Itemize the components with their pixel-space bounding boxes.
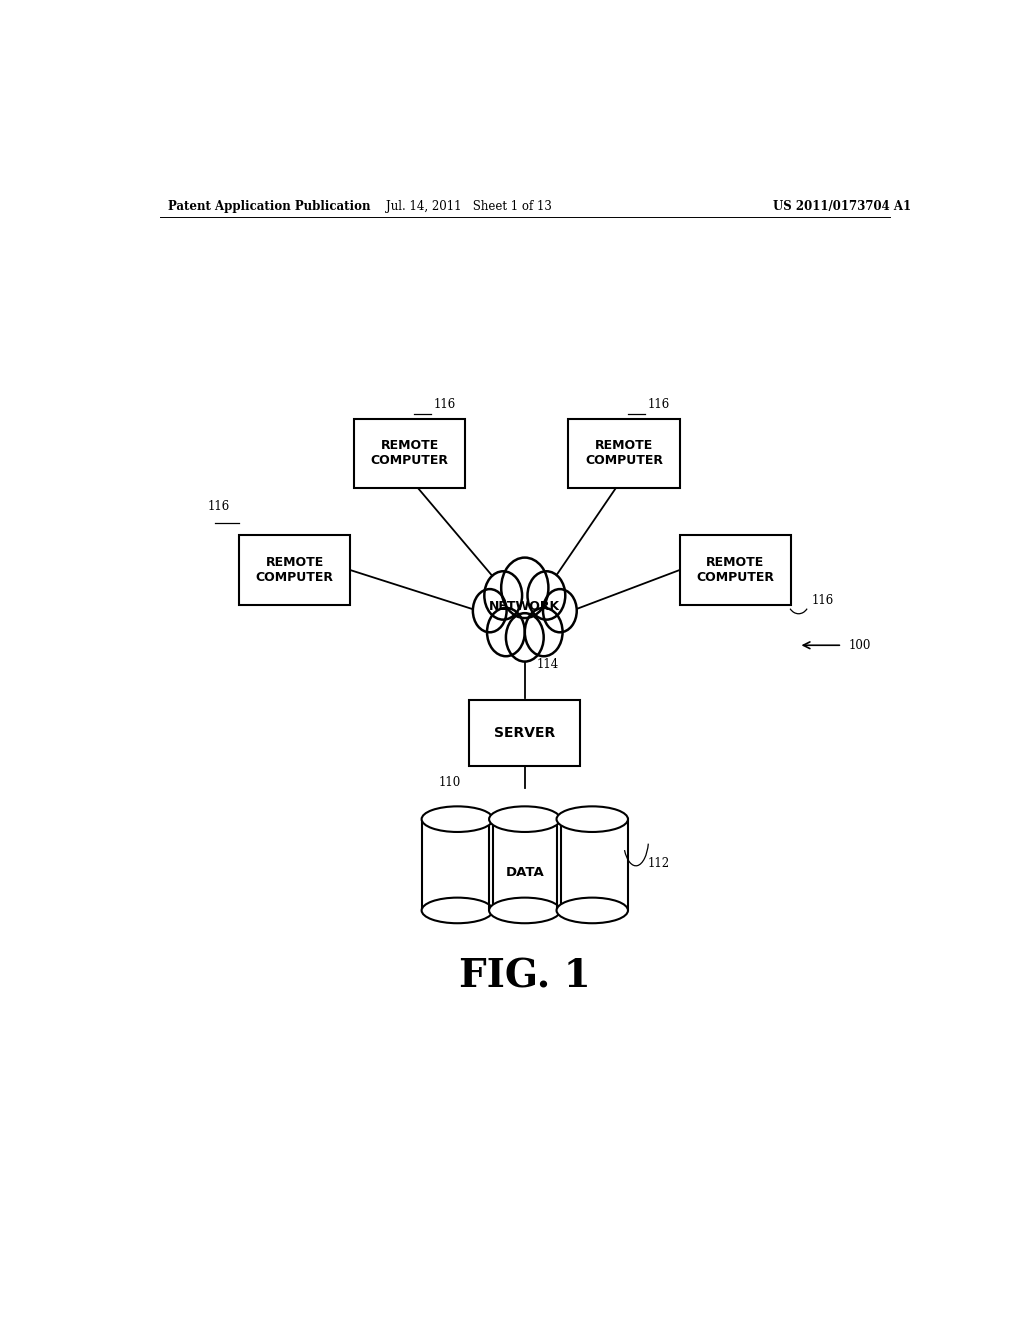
Circle shape [543, 589, 577, 632]
Text: 112: 112 [648, 857, 670, 870]
Text: REMOTE
COMPUTER: REMOTE COMPUTER [696, 556, 774, 583]
Text: REMOTE
COMPUTER: REMOTE COMPUTER [256, 556, 334, 583]
Bar [556, 820, 628, 911]
Circle shape [501, 557, 549, 618]
Text: 114: 114 [537, 657, 559, 671]
Text: 116: 116 [812, 594, 835, 607]
Bar [354, 418, 465, 487]
Ellipse shape [557, 898, 628, 923]
Circle shape [487, 607, 525, 656]
Bar [469, 700, 581, 766]
Text: US 2011/0173704 A1: US 2011/0173704 A1 [773, 199, 911, 213]
Ellipse shape [422, 807, 494, 832]
Text: SERVER: SERVER [495, 726, 555, 739]
Circle shape [484, 572, 522, 619]
Text: 110: 110 [439, 776, 461, 789]
Bar [239, 536, 350, 605]
Ellipse shape [422, 898, 494, 923]
Text: DATA: DATA [506, 866, 544, 879]
Circle shape [527, 572, 565, 619]
Text: 116: 116 [433, 399, 456, 412]
Text: FIG. 1: FIG. 1 [459, 957, 591, 995]
Bar [422, 820, 494, 911]
Text: Patent Application Publication: Patent Application Publication [168, 199, 371, 213]
Text: 100: 100 [849, 639, 871, 652]
Ellipse shape [557, 807, 628, 832]
Circle shape [506, 614, 544, 661]
Ellipse shape [489, 898, 560, 923]
Bar [568, 418, 680, 487]
Text: NETWORK: NETWORK [489, 601, 560, 614]
Ellipse shape [489, 807, 560, 832]
Bar [680, 536, 791, 605]
Circle shape [473, 589, 507, 632]
Text: 116: 116 [648, 399, 670, 412]
Circle shape [524, 607, 562, 656]
Text: REMOTE
COMPUTER: REMOTE COMPUTER [585, 440, 663, 467]
Text: 116: 116 [207, 500, 229, 513]
Text: REMOTE
COMPUTER: REMOTE COMPUTER [371, 440, 449, 467]
Text: Jul. 14, 2011   Sheet 1 of 13: Jul. 14, 2011 Sheet 1 of 13 [386, 199, 552, 213]
Ellipse shape [487, 578, 562, 643]
Bar [489, 820, 560, 911]
